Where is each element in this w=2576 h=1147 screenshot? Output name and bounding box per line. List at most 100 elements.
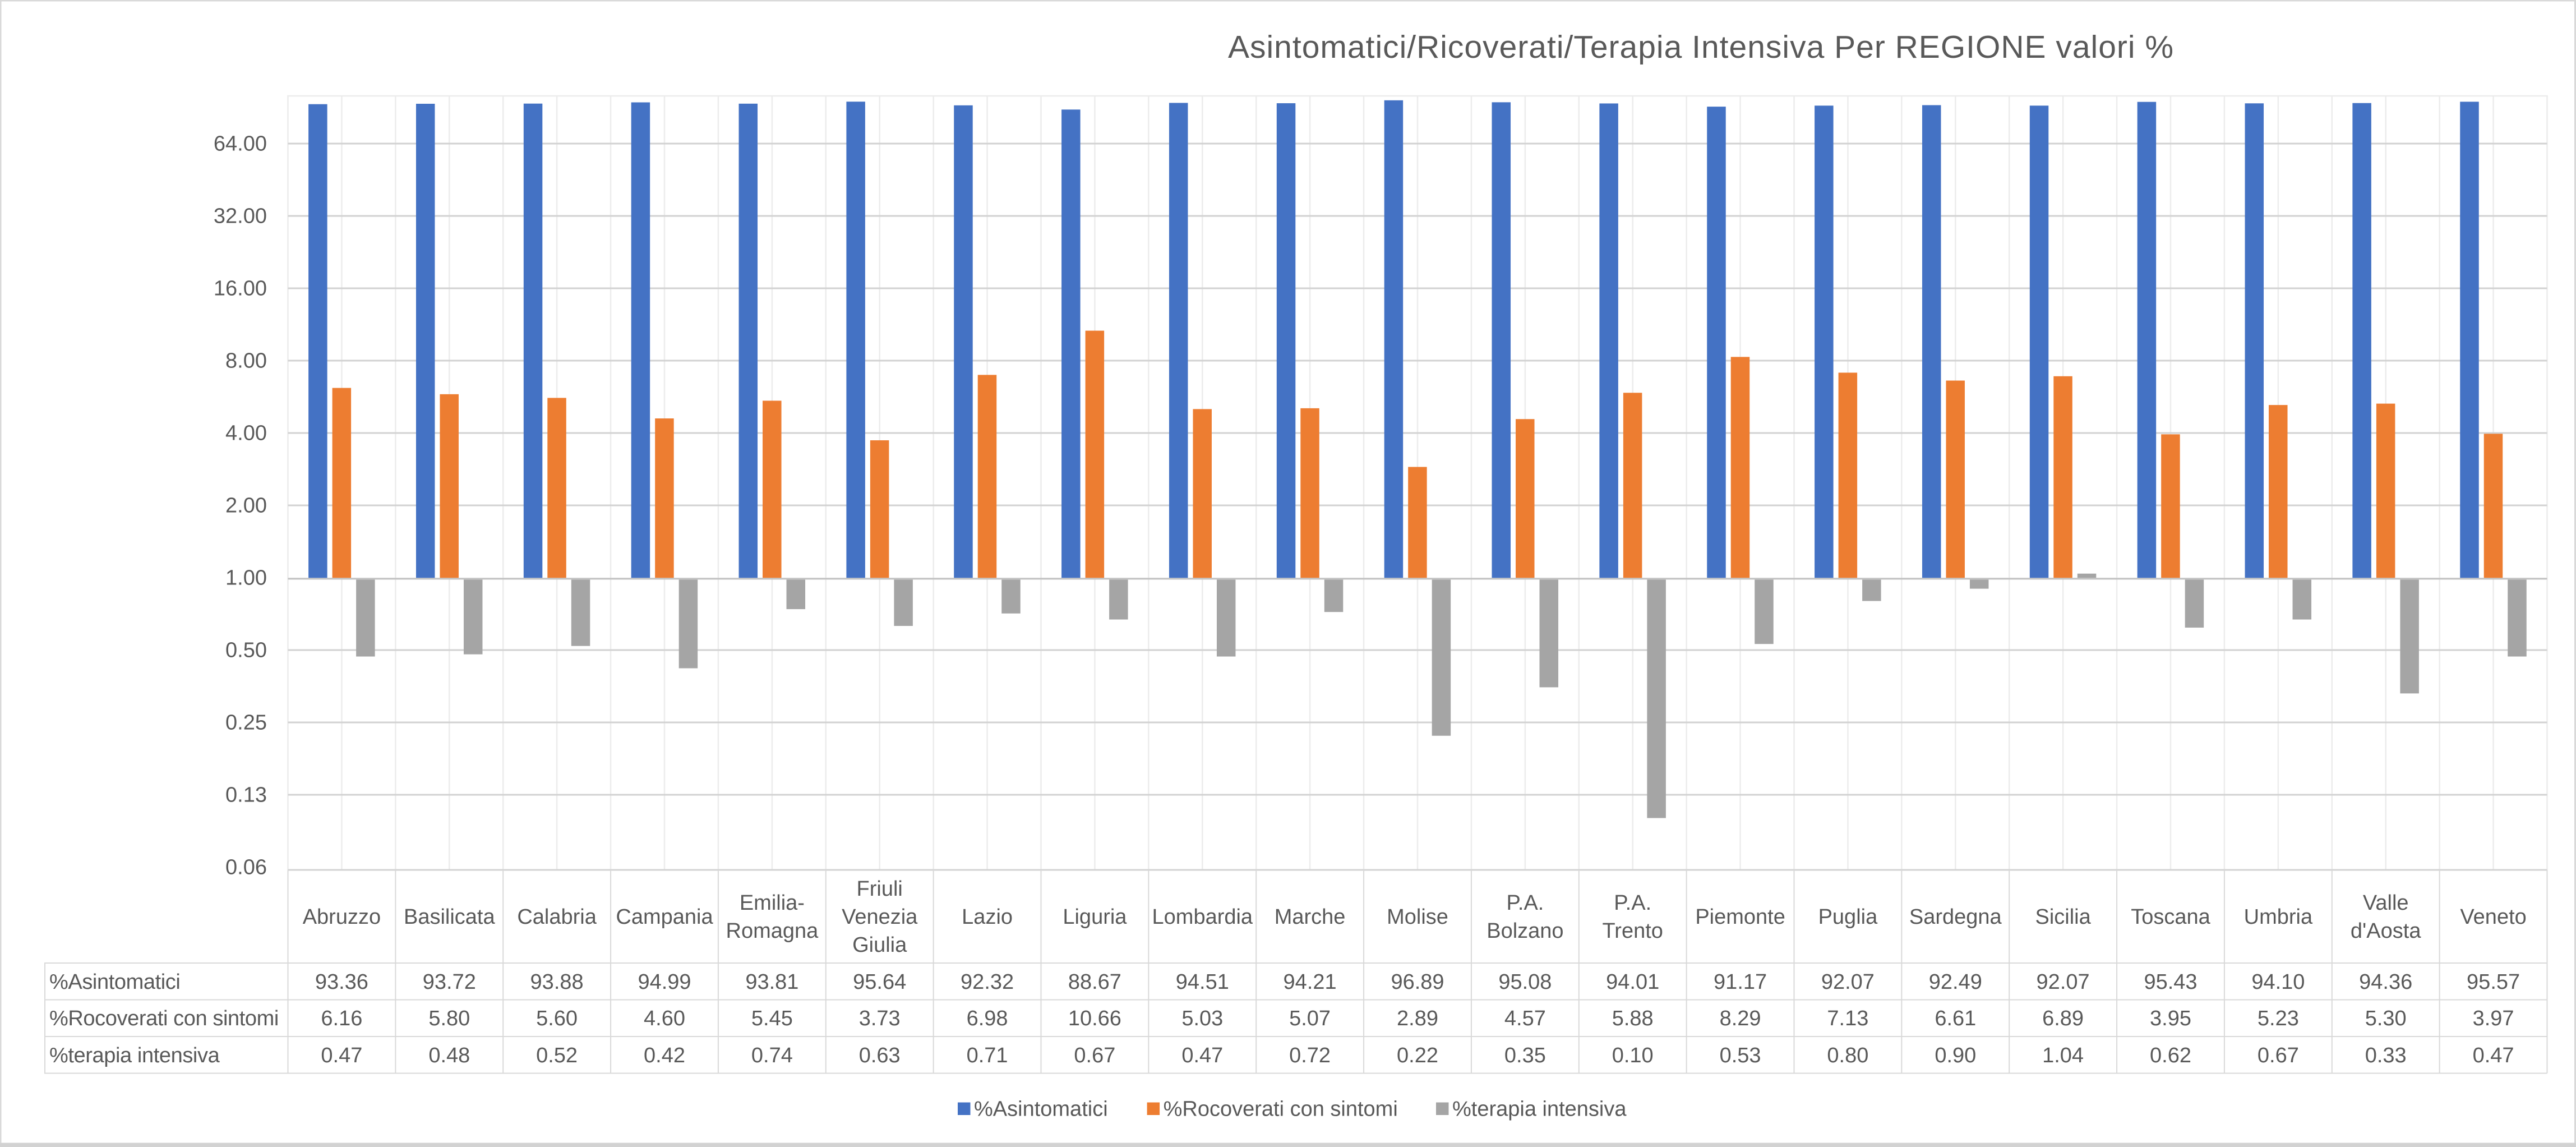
svg-text:5.88: 5.88 (1612, 1007, 1654, 1030)
svg-text:d'Aosta: d'Aosta (2351, 919, 2421, 943)
svg-text:0.63: 0.63 (859, 1044, 901, 1067)
svg-text:94.36: 94.36 (2359, 970, 2412, 994)
svg-text:Asintomatici/Ricoverati/Terapi: Asintomatici/Ricoverati/Terapia Intensiv… (1228, 29, 2174, 65)
svg-text:0.10: 0.10 (1612, 1044, 1654, 1067)
svg-text:88.67: 88.67 (1068, 970, 1121, 994)
svg-text:5.60: 5.60 (536, 1007, 578, 1030)
svg-text:0.47: 0.47 (2473, 1044, 2514, 1067)
svg-text:0.47: 0.47 (321, 1044, 362, 1067)
svg-text:Piemonte: Piemonte (1695, 905, 1785, 929)
svg-text:3.95: 3.95 (2150, 1007, 2191, 1030)
svg-text:Friuli: Friuli (857, 877, 903, 901)
svg-text:1.04: 1.04 (2042, 1044, 2084, 1067)
svg-text:8.00: 8.00 (225, 349, 267, 373)
svg-text:6.61: 6.61 (1935, 1007, 1976, 1030)
svg-text:4.57: 4.57 (1504, 1007, 1546, 1030)
svg-text:Venezia: Venezia (842, 905, 918, 929)
svg-text:%Rocoverati con sintomi: %Rocoverati con sintomi (49, 1007, 279, 1030)
svg-text:Lazio: Lazio (962, 905, 1013, 929)
svg-text:92.49: 92.49 (1929, 970, 1982, 994)
svg-text:64.00: 64.00 (214, 132, 267, 156)
svg-text:93.81: 93.81 (745, 970, 798, 994)
svg-text:%Asintomatici: %Asintomatici (974, 1098, 1108, 1121)
svg-text:3.97: 3.97 (2473, 1007, 2514, 1030)
svg-text:0.50: 0.50 (225, 639, 267, 662)
svg-text:5.07: 5.07 (1289, 1007, 1331, 1030)
svg-text:Trento: Trento (1602, 919, 1663, 943)
svg-text:94.51: 94.51 (1176, 970, 1229, 994)
svg-text:0.06: 0.06 (225, 856, 267, 879)
svg-text:32.00: 32.00 (214, 205, 267, 228)
svg-text:0.25: 0.25 (225, 711, 267, 735)
svg-text:0.35: 0.35 (1504, 1044, 1546, 1067)
svg-text:16.00: 16.00 (214, 277, 267, 301)
svg-text:0.22: 0.22 (1397, 1044, 1438, 1067)
svg-text:5.30: 5.30 (2365, 1007, 2407, 1030)
svg-text:6.16: 6.16 (321, 1007, 362, 1030)
svg-text:5.03: 5.03 (1181, 1007, 1223, 1030)
svg-text:93.36: 93.36 (315, 970, 368, 994)
svg-text:94.99: 94.99 (638, 970, 691, 994)
svg-text:Liguria: Liguria (1063, 905, 1127, 929)
svg-text:0.90: 0.90 (1935, 1044, 1976, 1067)
svg-text:95.57: 95.57 (2467, 970, 2520, 994)
svg-text:Bolzano: Bolzano (1486, 919, 1563, 943)
svg-text:0.33: 0.33 (2365, 1044, 2407, 1067)
svg-text:0.52: 0.52 (536, 1044, 578, 1067)
svg-text:4.00: 4.00 (225, 422, 267, 445)
svg-text:1.00: 1.00 (225, 566, 267, 590)
svg-text:93.72: 93.72 (423, 970, 476, 994)
svg-text:P.A.: P.A. (1506, 891, 1544, 915)
svg-text:Campania: Campania (616, 905, 713, 929)
svg-text:0.62: 0.62 (2150, 1044, 2191, 1067)
svg-text:8.29: 8.29 (1720, 1007, 1761, 1030)
svg-text:Sardegna: Sardegna (1909, 905, 2002, 929)
svg-text:0.67: 0.67 (1074, 1044, 1115, 1067)
svg-text:Toscana: Toscana (2131, 905, 2210, 929)
svg-text:0.80: 0.80 (1827, 1044, 1868, 1067)
svg-text:Calabria: Calabria (517, 905, 597, 929)
svg-text:94.10: 94.10 (2251, 970, 2305, 994)
svg-text:0.42: 0.42 (644, 1044, 685, 1067)
svg-text:95.64: 95.64 (853, 970, 906, 994)
svg-text:5.80: 5.80 (428, 1007, 470, 1030)
svg-text:0.53: 0.53 (1720, 1044, 1761, 1067)
svg-text:95.08: 95.08 (1498, 970, 1552, 994)
svg-text:6.98: 6.98 (967, 1007, 1008, 1030)
svg-text:6.89: 6.89 (2042, 1007, 2084, 1030)
svg-text:Veneto: Veneto (2460, 905, 2526, 929)
svg-text:3.73: 3.73 (859, 1007, 901, 1030)
svg-text:Lombardia: Lombardia (1152, 905, 1253, 929)
svg-text:Sicilia: Sicilia (2035, 905, 2091, 929)
svg-text:0.47: 0.47 (1181, 1044, 1223, 1067)
svg-text:%terapia intensiva: %terapia intensiva (1452, 1098, 1627, 1121)
svg-text:5.23: 5.23 (2258, 1007, 2299, 1030)
svg-text:%Asintomatici: %Asintomatici (49, 970, 180, 994)
svg-text:4.60: 4.60 (644, 1007, 685, 1030)
svg-text:Romagna: Romagna (726, 919, 819, 943)
svg-text:0.71: 0.71 (967, 1044, 1008, 1067)
svg-text:10.66: 10.66 (1068, 1007, 1121, 1030)
svg-text:2.00: 2.00 (225, 494, 267, 518)
svg-text:7.13: 7.13 (1827, 1007, 1868, 1030)
svg-text:P.A.: P.A. (1614, 891, 1651, 915)
svg-text:2.89: 2.89 (1397, 1007, 1438, 1030)
svg-text:0.13: 0.13 (225, 784, 267, 807)
svg-text:Emilia-: Emilia- (740, 891, 805, 915)
svg-text:94.01: 94.01 (1606, 970, 1659, 994)
svg-text:Basilicata: Basilicata (404, 905, 495, 929)
svg-text:92.07: 92.07 (2037, 970, 2090, 994)
svg-text:95.43: 95.43 (2144, 970, 2197, 994)
svg-text:0.74: 0.74 (751, 1044, 793, 1067)
svg-text:Giulia: Giulia (852, 933, 907, 957)
svg-text:0.67: 0.67 (2258, 1044, 2299, 1067)
svg-text:0.48: 0.48 (428, 1044, 470, 1067)
svg-text:92.07: 92.07 (1821, 970, 1875, 994)
svg-text:Valle: Valle (2363, 891, 2409, 915)
svg-text:94.21: 94.21 (1284, 970, 1337, 994)
svg-text:Marche: Marche (1275, 905, 1346, 929)
svg-text:%Rocoverati con sintomi: %Rocoverati con sintomi (1164, 1098, 1398, 1121)
svg-text:93.88: 93.88 (530, 970, 584, 994)
svg-text:5.45: 5.45 (751, 1007, 793, 1030)
svg-text:%terapia intensiva: %terapia intensiva (49, 1044, 220, 1067)
